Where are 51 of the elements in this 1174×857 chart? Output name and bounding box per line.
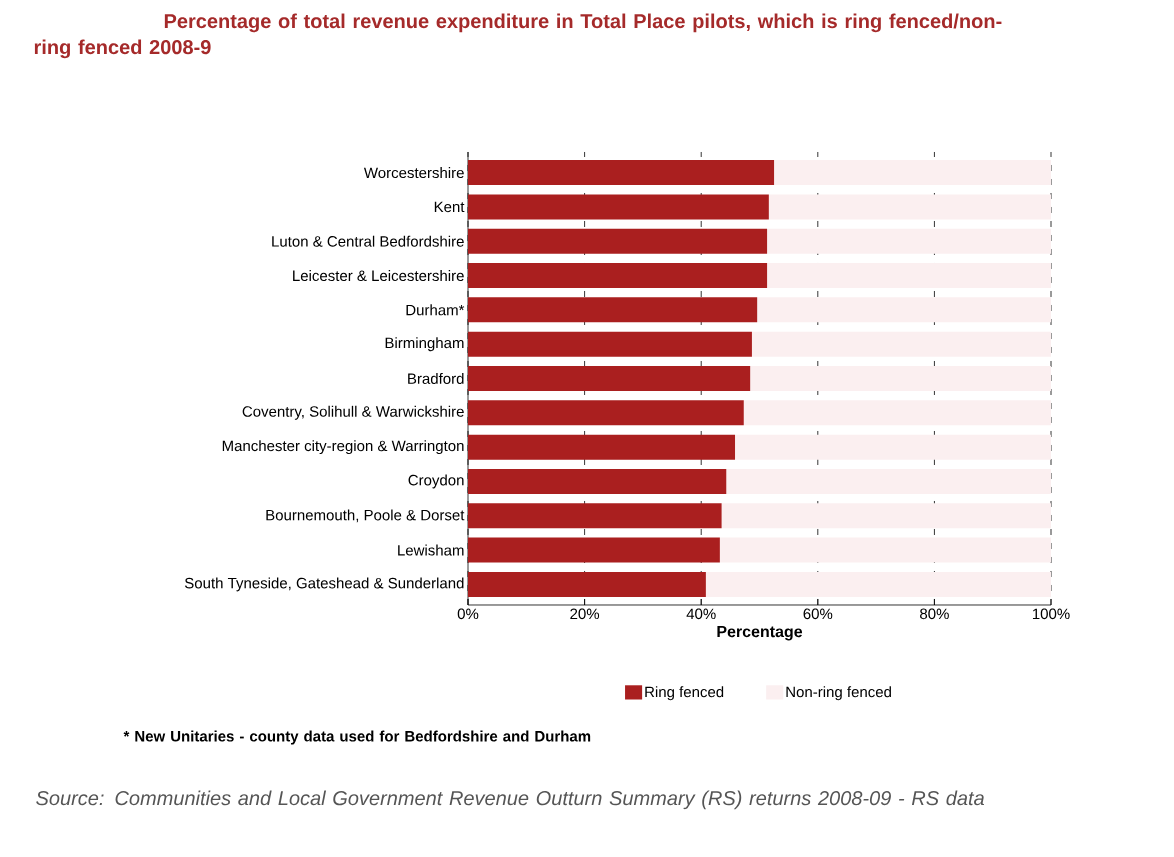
bar [468,468,727,494]
y-tick-label: Birmingham [385,337,464,352]
legend-label: Non-ring fenced [786,686,891,701]
bar [468,400,744,426]
bar [468,503,722,529]
bar [468,571,706,597]
y-tick-label: Leicester & Leicestershire [293,270,464,282]
y-tick-label: Bournemouth, Poole & Dorset [266,509,465,523]
x-tick-label: 100% [1032,608,1070,620]
bar [743,400,1052,426]
bar [468,228,768,254]
x-tick-label: 40% [686,608,716,620]
source-note: Source: Communities and Local Government Revenue Outturn Summary (RS) returns 2008-09 - RS data [36,790,985,810]
bar [468,194,769,220]
legend-label: Ring fenced [645,686,724,701]
x-tick-label: 20% [570,608,600,620]
bar [750,366,1052,391]
y-tick-label: Kent [434,201,465,213]
bar [767,228,1052,254]
y-tick-label: Croydon [408,474,464,489]
chart-title: Percentage of total revenue expenditure in Total Place pilots, which is ring fenced/non-ring fenced 2008-9 [34,13,1002,59]
bar [721,503,1052,529]
bar [768,194,1052,220]
bar [774,160,1052,186]
bar [705,571,1052,597]
bar [719,537,1052,563]
x-tick-label: 0% [457,608,479,620]
y-tick-label: South Tyneside, Gateshead & Sunderland [184,577,464,592]
bar [751,331,1052,357]
text: * New Unitaries - county data used for Bedfordshire and Durham [123,730,591,745]
y-tick-label: Bradford [408,372,464,384]
bar [468,263,768,289]
bar [735,434,1052,460]
x-axis-title: Percentage [717,626,803,641]
bar [468,160,775,186]
y-tick-label: Manchester city-region & Warrington [222,440,464,455]
bar [468,297,758,323]
x-tick-label: 80% [920,608,949,620]
bar [726,468,1052,494]
bar [468,434,736,460]
y-tick-label: Lewisham [398,544,464,556]
y-tick-label: Coventry, Solihull & Warwickshire [242,405,464,420]
bar [468,366,751,391]
y-tick-label: Durham* [406,304,465,316]
bar [767,263,1052,289]
y-tick-label: Worcestershire [363,167,464,179]
bar [468,537,720,563]
bar [757,297,1052,323]
bar [468,331,752,357]
y-tick-label: Luton & Central Bedfordshire [272,235,464,247]
x-tick-label: 60% [803,608,833,620]
